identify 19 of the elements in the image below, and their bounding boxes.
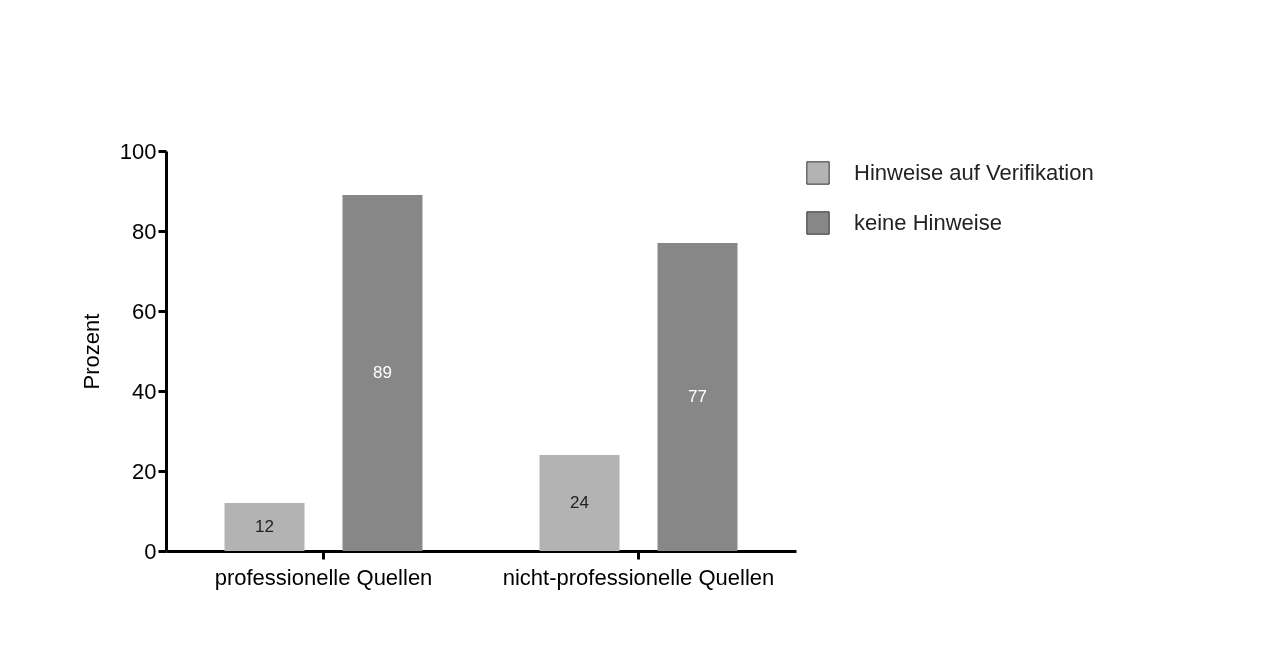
bar — [342, 195, 423, 551]
y-axis-title: Prozent — [78, 313, 104, 390]
bar — [657, 243, 738, 551]
y-tick-label: 80 — [132, 218, 157, 244]
data-label: 24 — [570, 493, 589, 512]
x-tick-label: professionelle Quellen — [214, 564, 433, 590]
y-tick-label: 100 — [119, 138, 157, 164]
bar — [224, 503, 305, 551]
legend-label: keine Hinweise — [854, 210, 1002, 235]
y-tick-label: 0 — [144, 538, 157, 564]
y-tick-label: 20 — [132, 458, 157, 484]
data-label: 12 — [255, 517, 274, 536]
bar — [539, 455, 620, 551]
data-label: 89 — [373, 363, 392, 382]
legend-label: Hinweise auf Verifikation — [854, 160, 1094, 185]
y-tick-label: 60 — [132, 298, 157, 324]
y-tick-label: 40 — [132, 378, 157, 404]
data-label: 77 — [688, 387, 707, 406]
x-tick-label: nicht-professionelle Quellen — [502, 564, 775, 590]
